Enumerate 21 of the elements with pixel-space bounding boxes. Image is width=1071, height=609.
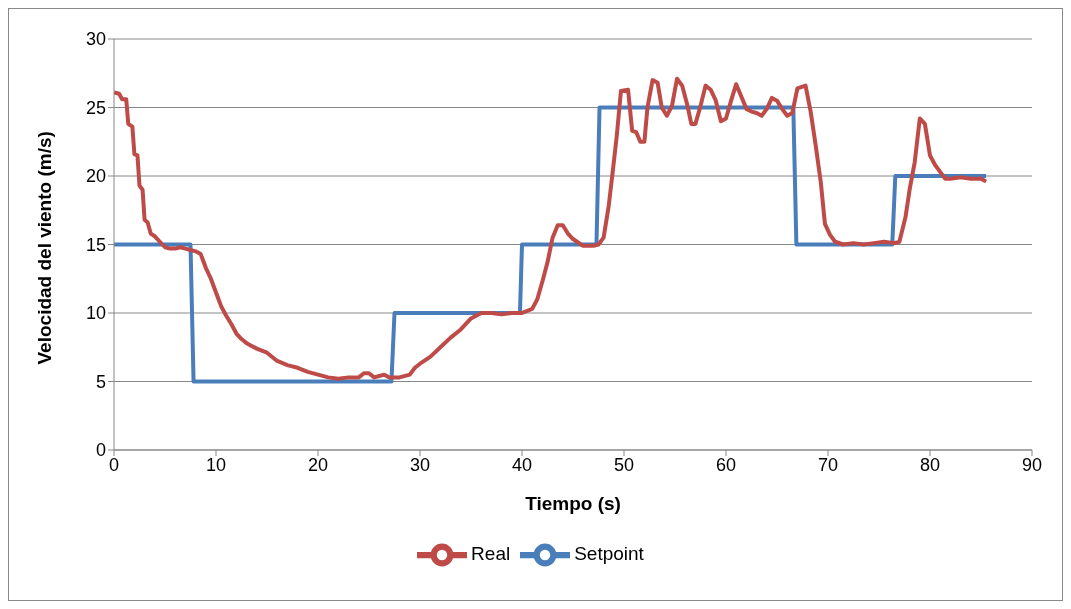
- legend-label: Setpoint: [574, 543, 644, 565]
- x-tick-label: 70: [817, 454, 839, 475]
- y-tick-label: 20: [85, 166, 106, 187]
- legend-label: Real: [471, 543, 511, 565]
- y-tick-label: 10: [85, 303, 106, 324]
- x-tick-label: 30: [409, 454, 431, 475]
- x-tick-label: 20: [307, 454, 329, 475]
- y-axis-title: Velocidad del viento (m/s): [33, 131, 55, 365]
- x-tick-label: 90: [1021, 454, 1043, 475]
- y-tick-label: 0: [95, 440, 106, 461]
- y-tick-label: 15: [85, 234, 106, 255]
- x-tick-label: 0: [108, 454, 120, 475]
- x-tick-label: 50: [613, 454, 635, 475]
- x-tick-label: 60: [715, 454, 737, 475]
- x-tick-label: 40: [511, 454, 533, 475]
- x-axis-title: Tiempo (s): [525, 493, 621, 514]
- y-tick-label: 25: [85, 97, 106, 118]
- x-tick-label: 10: [205, 454, 227, 475]
- y-tick-label: 5: [95, 371, 106, 392]
- x-tick-label: 80: [919, 454, 941, 475]
- y-tick-label: 30: [85, 29, 106, 50]
